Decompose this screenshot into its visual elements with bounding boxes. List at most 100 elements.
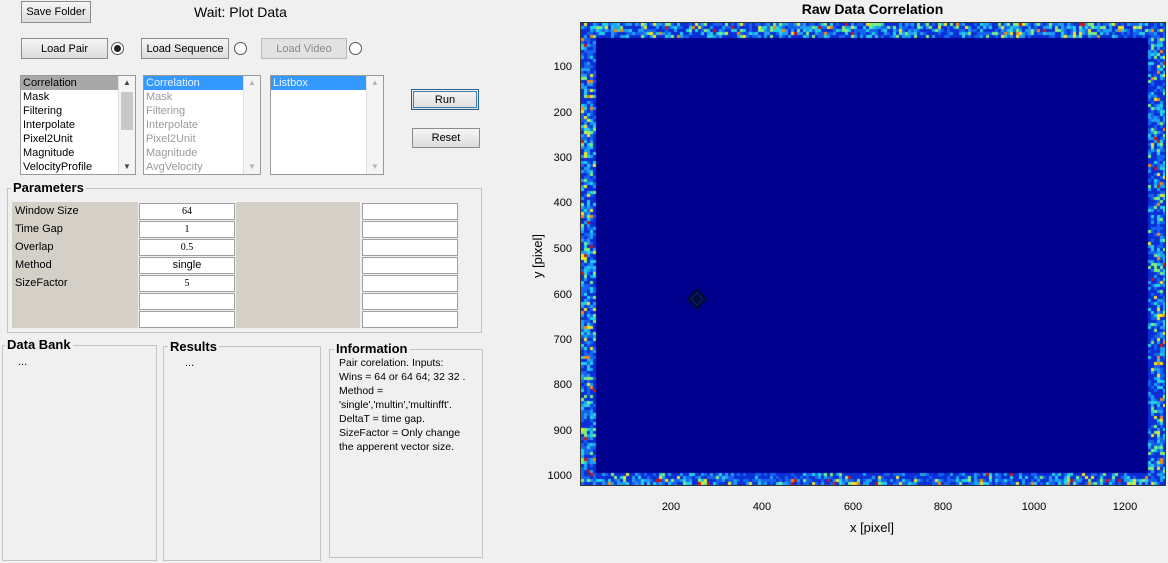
y-tick-label: 500 [553, 243, 572, 255]
correlation-heatmap [581, 23, 1165, 485]
x-tick-label: 1000 [1021, 501, 1047, 513]
y-axis-label: y [pixel] [530, 233, 545, 279]
vertical-scrollbar[interactable]: ▲ ▼ [118, 76, 135, 174]
y-tick-label: 600 [553, 289, 572, 301]
reset-button[interactable]: Reset [412, 128, 480, 148]
param-value-input[interactable] [139, 293, 235, 310]
list-item[interactable]: Correlation [144, 76, 260, 90]
param-label [12, 310, 138, 328]
param-label: SizeFactor [12, 274, 138, 292]
param-label-empty [236, 256, 360, 274]
y-tick-label: 100 [553, 61, 572, 73]
parameters-panel [7, 188, 482, 333]
param-value-input-empty[interactable] [362, 311, 458, 328]
info-line: Pair corelation. Inputs: [339, 357, 444, 369]
list-item[interactable]: Filtering [146, 105, 186, 117]
info-line: Wins = 64 or 64 64; 32 32 . [339, 371, 466, 383]
vertical-scrollbar[interactable]: ▲ ▼ [243, 76, 260, 174]
load-pair-radio[interactable] [111, 42, 124, 55]
parameters-title: Parameters [11, 180, 86, 195]
param-label: Time Gap [12, 220, 138, 238]
param-label: Method [12, 256, 138, 274]
list-item[interactable]: Interpolate [146, 119, 198, 131]
param-value-input-empty[interactable] [362, 275, 458, 292]
param-label-empty [236, 202, 360, 220]
information-title: Information [334, 341, 410, 356]
results-panel [163, 346, 321, 561]
parameters-table: Window Size 64 Time Gap 1 Overlap 0.5 Me… [12, 202, 460, 328]
y-tick-label: 900 [553, 425, 572, 437]
list-item[interactable]: Listbox [271, 76, 383, 90]
list-item[interactable]: Interpolate [23, 119, 75, 131]
list-item[interactable]: Filtering [23, 105, 63, 117]
param-value-input[interactable] [139, 311, 235, 328]
load-sequence-radio[interactable] [234, 42, 247, 55]
param-label-empty [236, 238, 360, 256]
param-value-input[interactable]: 5 [139, 275, 235, 292]
chevron-up-icon[interactable]: ▲ [371, 78, 379, 87]
param-value-input[interactable]: single [139, 257, 235, 274]
load-sequence-button[interactable]: Load Sequence [141, 38, 229, 59]
list-item[interactable]: Mask [146, 91, 173, 103]
list-item[interactable]: Correlation [21, 76, 135, 90]
list-item[interactable]: Mask [23, 91, 50, 103]
param-label-empty [236, 292, 360, 310]
load-video-button[interactable]: Load Video [261, 38, 347, 59]
load-video-radio[interactable] [349, 42, 362, 55]
x-axis-label: x [pixel] [849, 520, 895, 535]
param-value-input-empty[interactable] [362, 293, 458, 310]
param-value-input[interactable]: 1 [139, 221, 235, 238]
param-value-input[interactable]: 64 [139, 203, 235, 220]
chevron-down-icon[interactable]: ▼ [123, 162, 131, 171]
param-label-empty [236, 274, 360, 292]
data-bank-title: Data Bank [5, 337, 73, 352]
info-line: the apperent vector size. [339, 441, 454, 453]
list-item[interactable]: AvgVelocity [146, 161, 203, 173]
y-tick-label: 300 [553, 152, 572, 164]
queue-listbox[interactable]: Correlation Mask Filtering Interpolate P… [143, 75, 261, 175]
param-label [12, 292, 138, 310]
status-prefix: Wait: [194, 4, 226, 20]
param-value-input-empty[interactable] [362, 239, 458, 256]
param-label-empty [236, 220, 360, 238]
param-label: Overlap [12, 238, 138, 256]
info-line: 'single','multin','multinfft'. [339, 399, 452, 411]
plot-area[interactable] [580, 22, 1166, 486]
chevron-up-icon[interactable]: ▲ [123, 78, 131, 87]
x-tick-label: 200 [661, 501, 681, 513]
list-item[interactable]: Pixel2Unit [23, 133, 73, 145]
info-line: SizeFactor = Only change [339, 427, 461, 439]
param-value-input-empty[interactable] [362, 221, 458, 238]
x-tick-label: 600 [843, 501, 863, 513]
load-pair-button[interactable]: Load Pair [21, 38, 108, 59]
info-line: DeltaT = time gap. [339, 413, 425, 425]
chevron-up-icon[interactable]: ▲ [248, 78, 256, 87]
list-item[interactable]: VelocityProfile [23, 161, 93, 173]
param-value-input-empty[interactable] [362, 257, 458, 274]
save-folder-button[interactable]: Save Folder [21, 1, 91, 23]
chevron-down-icon[interactable]: ▼ [248, 162, 256, 171]
scroll-thumb[interactable] [121, 92, 133, 130]
y-tick-label: 800 [553, 379, 572, 391]
param-value-input[interactable]: 0.5 [139, 239, 235, 256]
results-content[interactable]: ... [185, 357, 195, 369]
data-bank-content[interactable]: ... [18, 356, 28, 368]
generic-listbox[interactable]: Listbox ▲ ▼ [270, 75, 384, 175]
param-value-input-empty[interactable] [362, 203, 458, 220]
list-item[interactable]: Magnitude [23, 147, 75, 159]
results-title: Results [168, 339, 219, 354]
list-item[interactable]: Magnitude [146, 147, 198, 159]
y-tick-label: 1000 [547, 470, 572, 482]
plot-title: Raw Data Correlation [801, 1, 944, 17]
vertical-scrollbar[interactable]: ▲ ▼ [366, 76, 383, 174]
info-line: Method = [339, 385, 384, 397]
operations-listbox[interactable]: Correlation Mask Filtering Interpolate P… [20, 75, 136, 175]
x-tick-label: 1200 [1112, 501, 1138, 513]
run-button[interactable]: Run [411, 89, 479, 110]
x-tick-label: 400 [752, 501, 772, 513]
x-tick-label: 800 [933, 501, 953, 513]
y-tick-label: 700 [553, 334, 572, 346]
information-text: Pair corelation. Inputs: Wins = 64 or 64… [339, 356, 481, 454]
chevron-down-icon[interactable]: ▼ [371, 162, 379, 171]
list-item[interactable]: Pixel2Unit [146, 133, 196, 145]
